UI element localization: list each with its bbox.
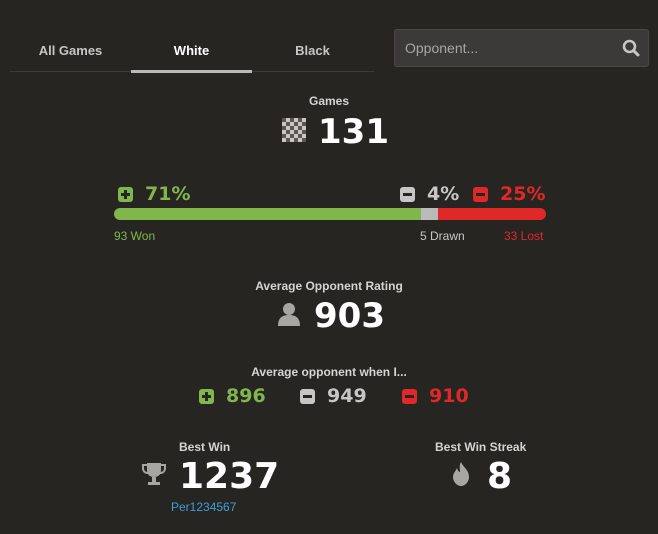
best-streak-row: 8 (451, 456, 512, 497)
best-win-rating: 1237 (179, 456, 280, 497)
best-streak-value: 8 (487, 456, 513, 497)
lost-count: 33 Lost (504, 229, 544, 243)
tab-white[interactable]: White (131, 30, 252, 73)
loss-percent-value: 25% (500, 183, 546, 205)
avg-rating-row: 903 (278, 296, 385, 336)
results-bar-loss (437, 208, 546, 220)
color-tabs: All Games White Black (10, 30, 374, 73)
equals-icon (300, 388, 315, 404)
minus-icon (473, 186, 488, 202)
draw-percent: 4% (400, 183, 459, 205)
flame-icon (451, 461, 471, 492)
tab-all-games[interactable]: All Games (38, 43, 103, 58)
results-bar-win (114, 208, 421, 220)
best-win-row: 1237 (141, 456, 279, 497)
minus-icon (402, 388, 417, 404)
plus-icon (199, 388, 214, 404)
results-bar-draw (420, 208, 438, 220)
won-count: 93 Won (114, 229, 156, 243)
opponent-search-input[interactable] (405, 40, 614, 56)
loss-percent: 25% (473, 183, 545, 205)
avg-when-label: Average opponent when I... (251, 365, 407, 379)
plus-icon (118, 186, 133, 202)
tab-black[interactable]: Black (295, 43, 330, 58)
trophy-icon (141, 461, 167, 492)
avg-when-loss: 910 (402, 385, 469, 407)
drawn-count: 5 Drawn (420, 229, 465, 243)
user-icon (278, 302, 300, 331)
avg-rating-value: 903 (314, 296, 385, 336)
avg-when-draw-value: 949 (327, 385, 367, 407)
avg-when-loss-value: 910 (429, 385, 469, 407)
chessboard-icon (282, 117, 306, 147)
avg-when-win: 896 (199, 385, 266, 407)
best-win-label: Best Win (179, 440, 231, 454)
results-bar (114, 208, 546, 220)
games-label: Games (308, 94, 350, 108)
opponent-search[interactable] (394, 29, 649, 67)
draw-percent-value: 4% (427, 183, 460, 205)
avg-when-draw: 949 (300, 385, 367, 407)
avg-rating-label: Average Opponent Rating (255, 279, 403, 293)
win-percent: 71% (118, 183, 190, 205)
avg-when-win-value: 896 (226, 385, 266, 407)
best-win-opponent-link[interactable]: Per1234567 (171, 500, 237, 514)
win-percent-value: 71% (145, 183, 191, 205)
equals-icon (400, 186, 415, 202)
search-icon[interactable] (614, 30, 648, 66)
games-row: 131 (282, 112, 389, 152)
games-count: 131 (318, 112, 389, 152)
best-streak-label: Best Win Streak (435, 440, 527, 454)
